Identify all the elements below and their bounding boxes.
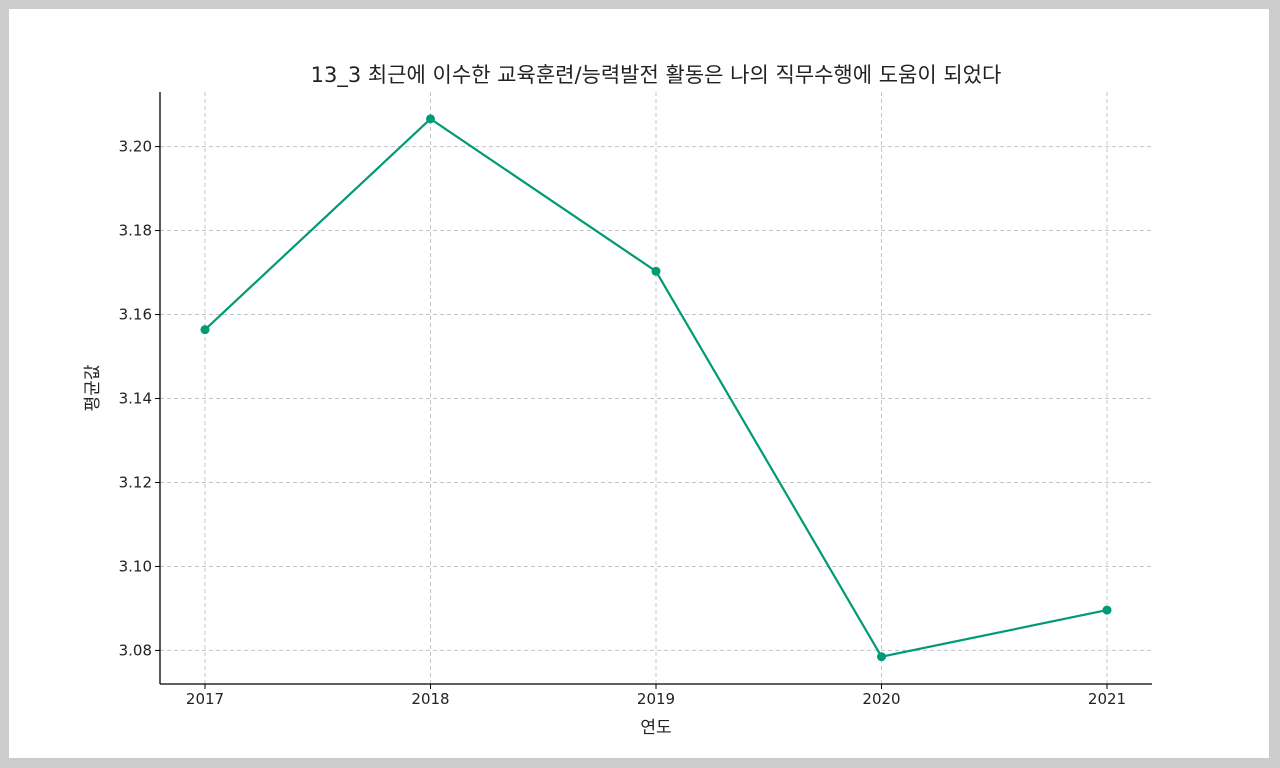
y-tick-label: 3.14 xyxy=(119,389,152,407)
y-axis-ticks: 3.08 3.10 3.12 3.14 3.16 3.18 3.20 xyxy=(119,138,160,659)
data-point xyxy=(426,114,435,124)
y-tick-label: 3.12 xyxy=(119,473,152,491)
x-axis-ticks: 2017 2018 2019 2020 2021 xyxy=(186,684,1126,708)
data-point xyxy=(651,266,661,276)
chart-frame xyxy=(9,9,1269,758)
x-tick-label: 2017 xyxy=(186,690,224,708)
x-axis-label: 연도 xyxy=(640,718,671,738)
x-tick-label: 2020 xyxy=(862,690,900,708)
y-tick-label: 3.10 xyxy=(119,557,152,575)
x-tick-label: 2019 xyxy=(637,690,675,708)
y-axis-label: 평균값 xyxy=(83,364,103,411)
data-point xyxy=(1102,605,1112,615)
y-tick-label: 3.16 xyxy=(119,306,152,324)
data-point xyxy=(877,652,886,662)
y-tick-label: 3.20 xyxy=(119,138,152,156)
data-point xyxy=(200,325,210,335)
series xyxy=(200,114,1112,662)
y-tick-label: 3.18 xyxy=(119,222,152,240)
x-tick-label: 2018 xyxy=(411,690,449,708)
x-tick-label: 2021 xyxy=(1088,690,1126,708)
chart-title: 13_3 최근에 이수한 교육훈련/능력발전 활동은 나의 직무수행에 도움이 … xyxy=(311,63,1002,88)
grid xyxy=(160,92,1152,684)
y-tick-label: 3.08 xyxy=(119,641,152,659)
